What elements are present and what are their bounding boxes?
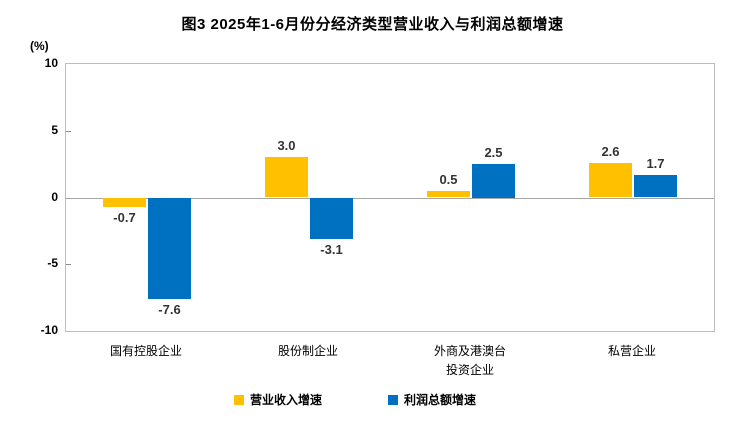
zero-baseline: [66, 197, 714, 199]
x-axis-category-label: 国有控股企业: [109, 344, 182, 358]
y-axis-tick-label: -5: [47, 256, 58, 271]
legend-label-profit: 利润总额增速: [404, 393, 477, 407]
y-axis-tick: [66, 264, 71, 266]
chart-title: 图3 2025年1-6月份分经济类型营业收入与利润总额增速: [181, 16, 564, 33]
bar-revenue: [103, 197, 146, 207]
x-axis-category-label: 股份制企业: [277, 344, 338, 358]
bar-revenue: [265, 157, 308, 198]
bar-value-label: 2.5: [484, 145, 503, 161]
plot-area: -0.7 -7.6 3.0 -3.1 0.5 2.5 2.6 1.7: [65, 63, 715, 332]
legend-label-revenue: 营业收入增速: [249, 393, 322, 407]
y-axis-tick: [66, 130, 71, 132]
bar-value-label: -0.7: [113, 209, 136, 225]
bar-value-label: -3.1: [320, 241, 343, 257]
y-axis-tick-label: -10: [40, 323, 58, 337]
bar-value-label: 2.6: [601, 143, 620, 159]
bar-revenue: [427, 190, 470, 198]
y-axis-unit-label: (%): [30, 39, 49, 53]
legend-item-profit: 利润总额增速: [388, 391, 476, 408]
legend: 营业收入增速 利润总额增速: [0, 391, 710, 408]
bar-profit: [148, 197, 191, 299]
revenue-series-swatch-icon: [233, 394, 244, 405]
legend-item-revenue: 营业收入增速: [233, 391, 322, 408]
bar-value-label: 1.7: [646, 155, 665, 171]
y-axis-tick-label: 0: [51, 189, 58, 204]
y-axis-tick-label: 10: [44, 56, 58, 70]
bar-value-label: 0.5: [439, 171, 458, 187]
bar-profit: [634, 174, 677, 198]
bar-value-label: -7.6: [158, 301, 181, 317]
bar-profit: [472, 164, 515, 198]
profit-series-swatch-icon: [388, 394, 398, 405]
bar-profit: [310, 197, 353, 239]
bar-value-label: 3.0: [277, 138, 296, 154]
x-axis-category-label: 外商及港澳台 投资企业: [433, 344, 506, 377]
bar-revenue: [589, 162, 632, 198]
x-axis-category-label: 私营企业: [607, 344, 656, 358]
y-axis-tick-label: 5: [51, 122, 58, 137]
